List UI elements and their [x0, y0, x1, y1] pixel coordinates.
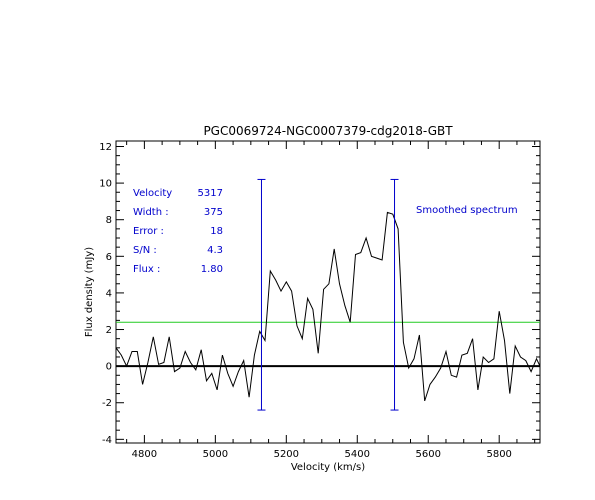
x-axis-label: Velocity (km/s)	[291, 462, 365, 473]
x-tick-label: 5000	[203, 449, 228, 460]
x-tick-label: 5200	[274, 449, 299, 460]
edge-marker-2	[390, 178, 399, 411]
y-tick-label: 10	[99, 179, 112, 190]
info-label: Error :	[133, 226, 164, 237]
x-tick-label: 5600	[416, 449, 441, 460]
y-tick-label: 8	[106, 215, 112, 226]
y-tick-label: -4	[102, 435, 112, 446]
info-label: S/N :	[133, 245, 157, 256]
y-tick-label: -2	[102, 398, 112, 409]
info-label: Width :	[133, 207, 169, 218]
info-panel: Velocity 5317 Width : 375 Error : 18 S/N : 4.3 F…	[133, 188, 223, 275]
y-tick-label: 2	[106, 325, 112, 336]
y-tick-label: 4	[106, 288, 112, 299]
info-value: 1.80	[201, 264, 223, 275]
x-tick-label: 4800	[132, 449, 157, 460]
info-label: Flux :	[133, 264, 160, 275]
chart-title: PGC0069724-NGC0007379-cdg2018-GBT	[203, 124, 453, 138]
data-layer	[115, 178, 541, 411]
x-tick-label: 5400	[345, 449, 370, 460]
annotation-smoothed-spectrum: Smoothed spectrum	[416, 205, 518, 216]
spectrum-line	[115, 211, 541, 402]
y-tick-label: 0	[106, 362, 112, 373]
info-value: 375	[204, 207, 223, 218]
y-tick-label: 12	[99, 142, 112, 153]
x-tick-label: 5800	[486, 449, 511, 460]
axes-layer: 4800 5000 5200 5400 5600 5800 -4 -2 0 2 4 6 8 10 12	[99, 141, 540, 460]
info-value: 4.3	[207, 245, 223, 256]
info-value: 5317	[198, 188, 223, 199]
edge-marker-1	[257, 178, 266, 411]
info-value: 18	[210, 226, 223, 237]
y-axis-label: Flux density (mJy)	[84, 247, 95, 337]
info-label: Velocity	[133, 188, 172, 199]
y-tick-label: 6	[106, 252, 112, 263]
plot-frame	[115, 140, 541, 444]
